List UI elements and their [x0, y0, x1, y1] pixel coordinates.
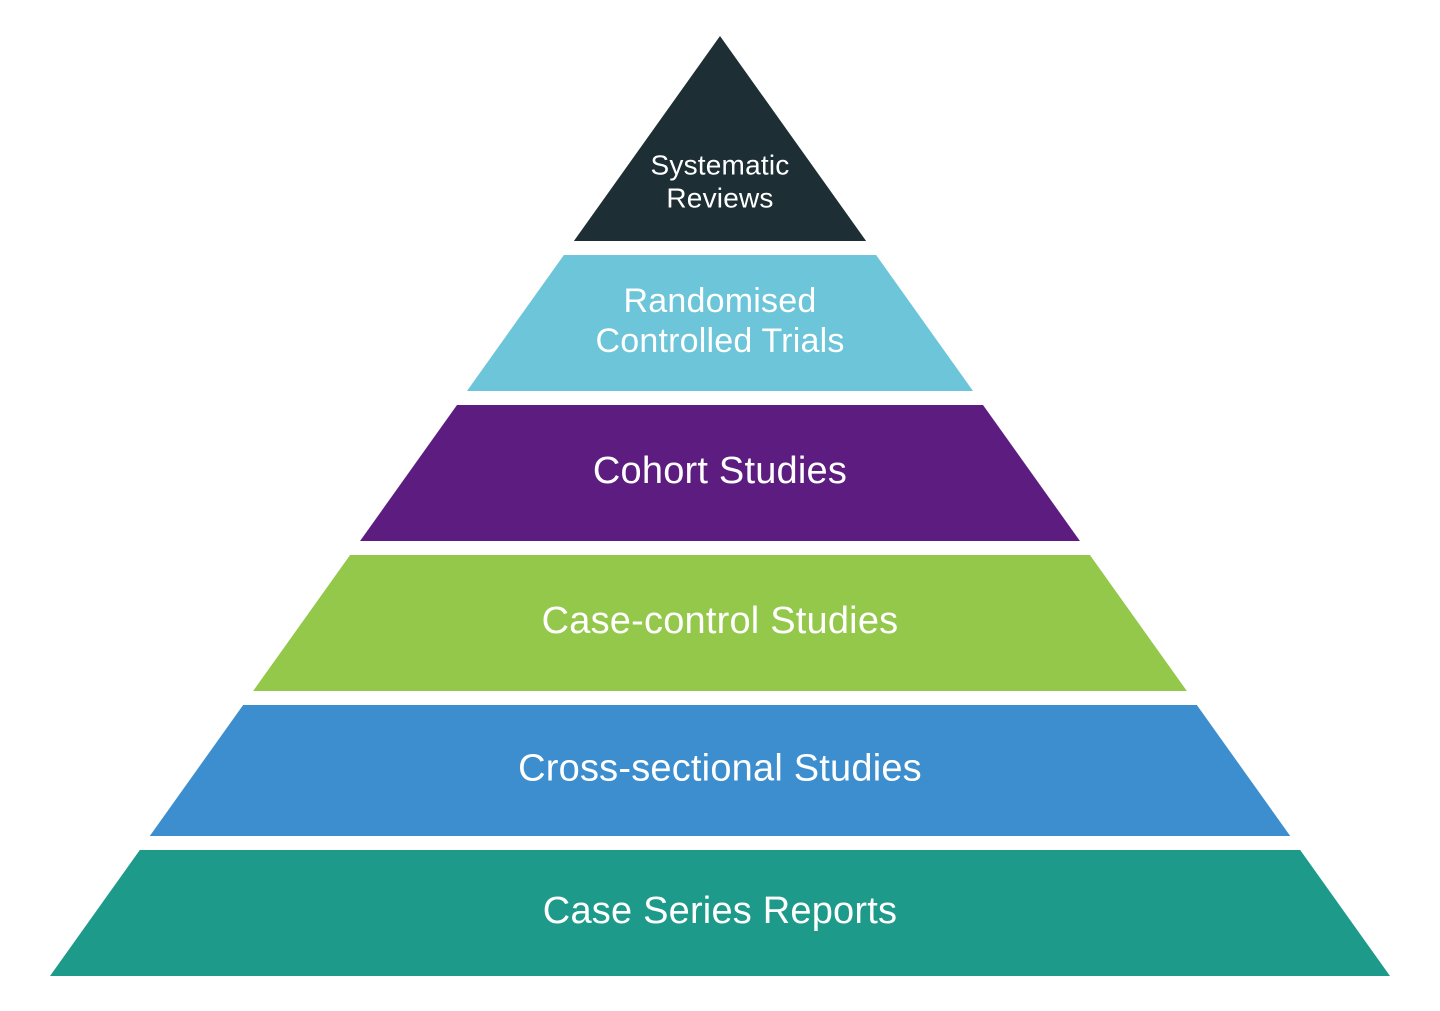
pyramid-level-label: Case-control Studies [542, 600, 899, 642]
pyramid-level-label: Systematic [651, 149, 790, 180]
pyramid-level-cohort-studies: Cohort Studies [360, 405, 1080, 541]
pyramid-level-randomised-controlled-trials: RandomisedControlled Trials [467, 255, 973, 391]
evidence-pyramid: SystematicReviews RandomisedControlled Tr… [50, 36, 1390, 976]
pyramid-level-case-series-reports: Case Series Reports [50, 850, 1390, 976]
pyramid-level-label: Randomised [624, 281, 817, 319]
pyramid-level-label: Controlled Trials [595, 322, 844, 360]
pyramid-level-case-control-studies: Case-control Studies [253, 555, 1187, 691]
pyramid-level-cross-sectional-studies: Cross-sectional Studies [150, 705, 1290, 836]
pyramid-level-label: Cross-sectional Studies [518, 747, 922, 789]
pyramid-level-label: Reviews [666, 182, 773, 213]
pyramid-level-label: Case Series Reports [543, 890, 897, 932]
pyramid-level-label: Cohort Studies [593, 450, 847, 492]
pyramid-level-systematic-reviews: SystematicReviews [574, 36, 866, 241]
